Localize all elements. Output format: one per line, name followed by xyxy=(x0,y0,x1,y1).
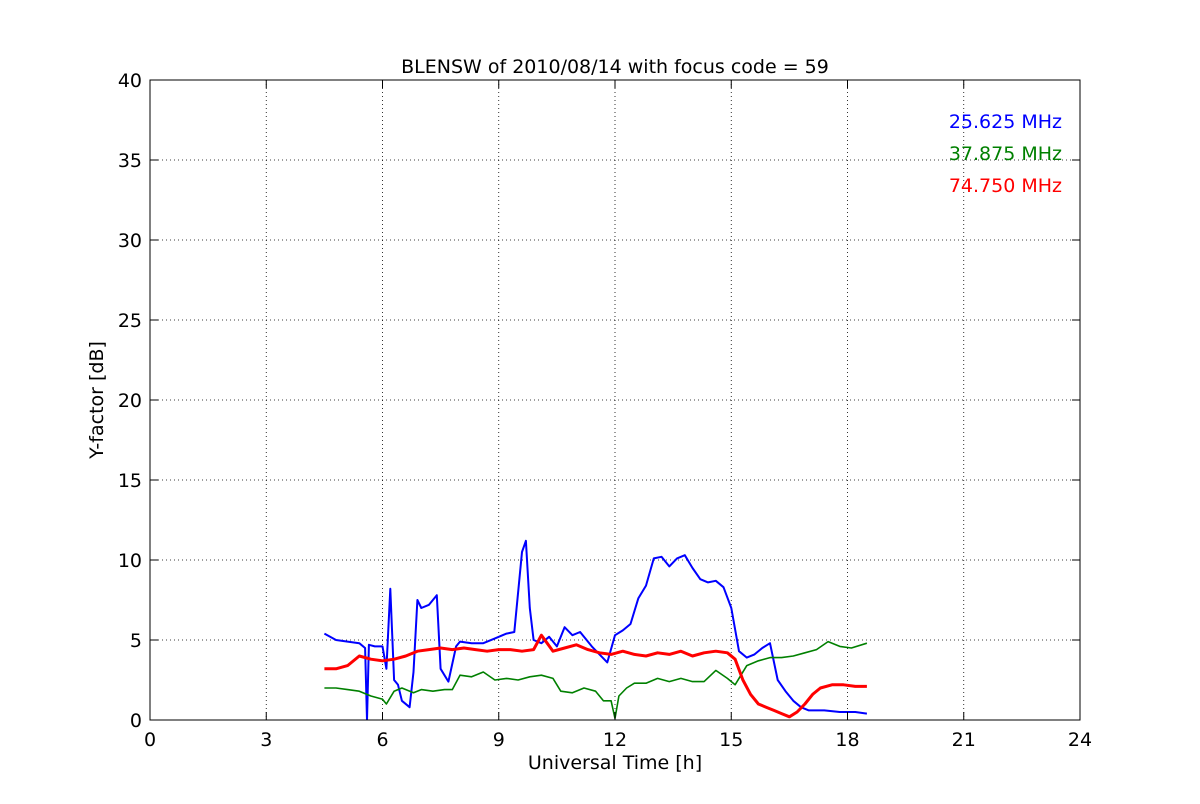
grid-layer xyxy=(150,80,1080,720)
y-tick-label: 5 xyxy=(130,630,142,652)
series-line-74-750-mhz xyxy=(324,633,867,719)
legend: 25.625 MHz 37.875 MHz 74.750 MHz xyxy=(949,111,1062,197)
y-tick-label: 20 xyxy=(118,390,142,412)
y-tick-label: 10 xyxy=(118,550,142,572)
x-tick-label: 24 xyxy=(1068,729,1092,751)
x-tick-label: 18 xyxy=(835,729,859,751)
x-tick-label: 12 xyxy=(603,729,627,751)
x-axis-label: Universal Time [h] xyxy=(528,752,702,774)
x-tick-label: 6 xyxy=(376,729,388,751)
legend-label-37-875: 37.875 MHz xyxy=(949,143,1062,165)
chart-title: BLENSW of 2010/08/14 with focus code = 5… xyxy=(401,56,829,78)
x-tick-label: 9 xyxy=(493,729,505,751)
y-tick-label: 35 xyxy=(118,150,142,172)
y-tick-label: 30 xyxy=(118,230,142,252)
x-tick-label: 3 xyxy=(260,729,272,751)
legend-label-74-750: 74.750 MHz xyxy=(949,175,1062,197)
series-line-25-625-mhz xyxy=(323,539,868,720)
y-tick-label: 40 xyxy=(118,70,142,92)
y-tick-label: 0 xyxy=(130,710,142,732)
y-tick-label: 25 xyxy=(118,310,142,332)
x-tick-label: 15 xyxy=(719,729,743,751)
x-tick-label: 21 xyxy=(952,729,976,751)
series-line-37-875-mhz xyxy=(324,640,868,720)
y-tick-label: 15 xyxy=(118,470,142,492)
y-axis-label: Y-factor [dB] xyxy=(86,341,108,460)
x-tick-label: 0 xyxy=(144,729,156,751)
legend-label-25-625: 25.625 MHz xyxy=(949,111,1062,133)
series-layer xyxy=(323,539,868,720)
tick-layer: 0 3 6 9 12 15 18 21 24 0 5 10 15 20 25 30 35 40 xyxy=(118,70,1092,751)
